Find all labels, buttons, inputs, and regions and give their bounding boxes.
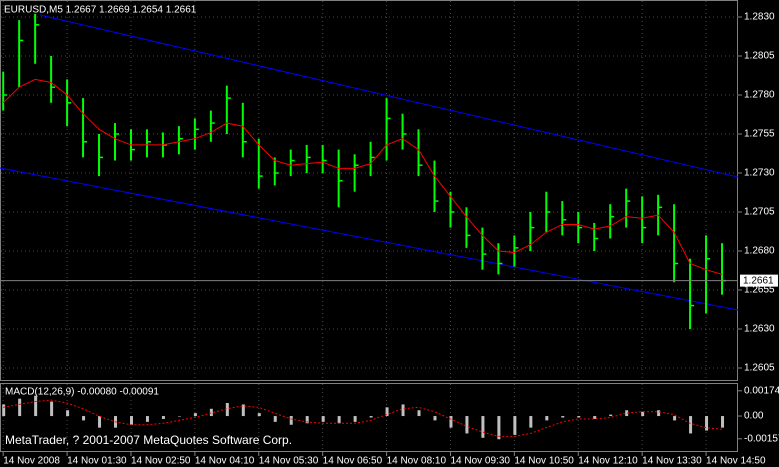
macd-bar (513, 416, 517, 435)
macd-bar (497, 416, 501, 440)
macd-bar (369, 416, 373, 418)
macd-bar (177, 416, 181, 417)
macd-bar (721, 416, 725, 428)
x-tick-label: 14 Nov 14:50 (706, 456, 766, 467)
y-tick-label: 1.2655 (744, 285, 775, 296)
macd-bar (82, 416, 86, 421)
moving-average (2, 78, 723, 275)
x-tick-label: 14 Nov 06:50 (323, 456, 383, 467)
y-tick-label: -0.00157 (744, 433, 779, 444)
macd-bar (18, 398, 22, 417)
macd-bar (401, 404, 405, 417)
x-tick-label: 14 Nov 13:30 (642, 456, 702, 467)
y-tick-label: 1.2830 (744, 12, 775, 23)
macd-bar (98, 416, 102, 428)
channel-line (39, 14, 739, 178)
macd-signal (3, 399, 723, 437)
macd-bar (609, 414, 613, 417)
macd-bar (481, 416, 485, 438)
macd-bar (433, 416, 437, 421)
macd-bar (465, 416, 469, 434)
current-price-box (740, 274, 778, 287)
x-tick-label: 14 Nov 08:10 (387, 456, 447, 467)
macd-bar (273, 416, 277, 422)
macd-bar (241, 404, 245, 417)
macd-bar (321, 416, 325, 422)
x-tick-label: 14 Nov 04:10 (195, 456, 255, 467)
macd-title: MACD(12,26,9) -0.00080 -0.00091 (5, 387, 159, 398)
macd-bar (689, 416, 693, 434)
x-tick-label: 14 Nov 09:30 (450, 456, 510, 467)
macd-bar (657, 410, 661, 417)
y-tick-label: 1.2755 (744, 129, 775, 140)
macd-bar (705, 416, 709, 431)
macd-bar (50, 401, 54, 417)
macd-bar (161, 416, 165, 419)
y-tick-label: 1.2680 (744, 246, 775, 257)
macd-bar (577, 416, 581, 418)
y-tick-label: 1.2730 (744, 168, 775, 179)
macd-bar (561, 416, 565, 418)
macd-bar (305, 416, 309, 424)
macd-bar (353, 416, 357, 422)
x-tick-label: 14 Nov 2008 (3, 456, 60, 467)
macd-bar (34, 395, 38, 417)
macd-bar (545, 416, 549, 421)
x-tick-label: 14 Nov 10:50 (514, 456, 574, 467)
x-tick-label: 14 Nov 12:10 (578, 456, 638, 467)
macd-bar (529, 416, 533, 428)
macd-bar (289, 416, 293, 425)
macd-panel-border (0, 383, 738, 452)
macd-bar (225, 402, 229, 417)
y-tick-label: 1.2705 (744, 207, 775, 218)
y-tick-label: 1.2605 (744, 363, 775, 374)
macd-bar (337, 416, 341, 424)
macd-bar (593, 416, 597, 419)
macd-bar (145, 416, 149, 422)
channel-line (0, 167, 739, 311)
y-tick-label: 0.00174 (744, 385, 779, 396)
x-tick-label: 14 Nov 05:30 (259, 456, 319, 467)
macd-bar (385, 407, 389, 417)
y-tick-label: 1.2780 (744, 90, 775, 101)
macd-bar (673, 416, 677, 421)
macd-bar (641, 411, 645, 417)
current-price-label: 1.2661 (743, 275, 774, 286)
macd-bar (66, 410, 70, 417)
macd-bar (2, 404, 6, 417)
macd-bar (449, 416, 453, 428)
y-tick-label: 1.2805 (744, 51, 775, 62)
y-tick-label: 0.00 (744, 411, 764, 422)
main-panel-border (0, 0, 738, 381)
footer: MetaTrader, ? 2001-2007 MetaQuotes Softw… (5, 433, 292, 447)
y-tick-label: 1.2630 (744, 324, 775, 335)
macd-bar (193, 413, 197, 417)
macd-bar (129, 416, 133, 425)
macd-bar (625, 410, 629, 417)
x-tick-label: 14 Nov 02:50 (131, 456, 191, 467)
chart-title: EURUSD,M5 1.2667 1.2669 1.2654 1.2661 (4, 5, 197, 16)
macd-bar (209, 408, 213, 417)
x-tick-label: 14 Nov 01:30 (67, 456, 127, 467)
macd-bar (257, 413, 261, 417)
macd-bar (417, 410, 421, 417)
